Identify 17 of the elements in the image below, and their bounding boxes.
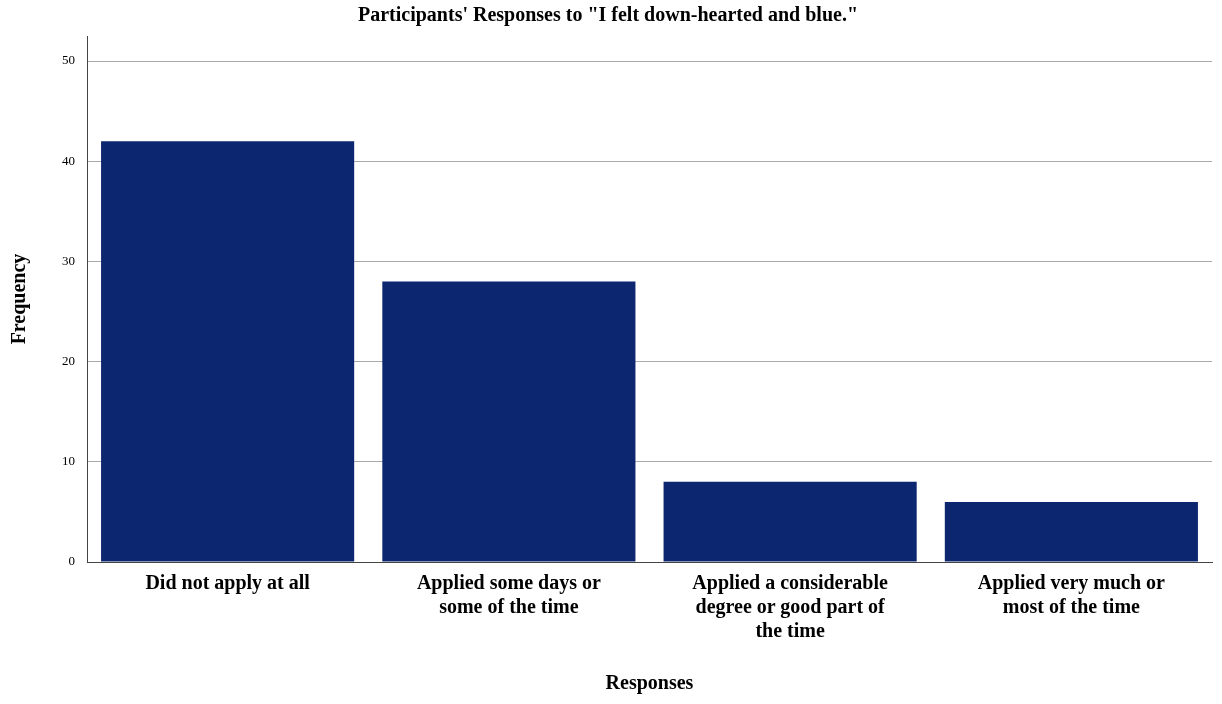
x-tick-label: Applied very much or most of the time xyxy=(977,571,1166,618)
x-axis-title: Responses xyxy=(605,671,694,695)
y-tick-label: 10 xyxy=(62,453,75,469)
y-tick-label: 0 xyxy=(68,553,75,569)
y-tick-label: 40 xyxy=(62,152,75,168)
y-axis-title: Frequency xyxy=(7,253,31,345)
x-tick-label: Applied a considerable degree or good part of the time xyxy=(692,571,889,642)
bar xyxy=(101,141,355,562)
bar xyxy=(663,481,917,562)
y-tick-label: 30 xyxy=(62,252,75,268)
x-tick-label: Did not apply at all xyxy=(145,571,311,595)
bar xyxy=(944,501,1198,562)
bar xyxy=(382,281,636,562)
y-tick-label: 20 xyxy=(62,353,75,369)
chart-title: Participants' Responses to "I felt down-hearted and blue." xyxy=(358,3,858,27)
y-tick-label: 50 xyxy=(62,52,75,68)
x-tick-label: Applied some days or some of the time xyxy=(416,571,601,618)
